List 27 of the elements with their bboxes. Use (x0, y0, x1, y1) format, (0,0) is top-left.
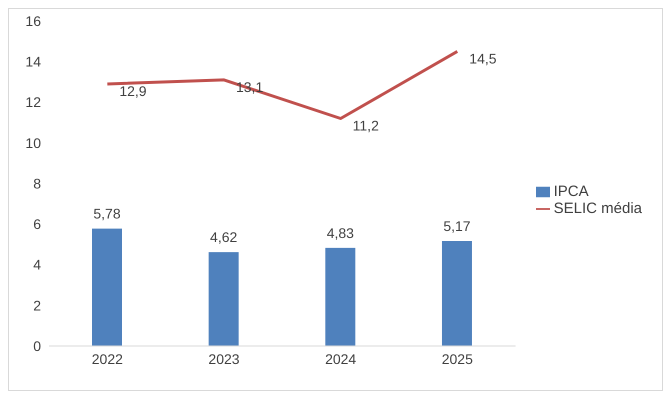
y-tick-label: 8 (33, 175, 42, 192)
data-label: 14,5 (469, 50, 497, 66)
data-label: 4,83 (326, 224, 354, 241)
data-label: 11,2 (352, 118, 380, 134)
y-tick-label: 12 (25, 94, 42, 110)
y-tick-label: 16 (25, 12, 42, 29)
y-tick-label: 6 (33, 216, 42, 232)
legend-label: SELIC média (554, 200, 642, 216)
data-label: 4,62 (210, 229, 238, 246)
legend-label: IPCA (554, 182, 589, 200)
bar (325, 248, 356, 346)
y-tick-label: 14 (25, 54, 42, 70)
x-tick-label: 2023 (208, 350, 240, 367)
data-label: 12,9 (119, 82, 147, 99)
data-label: 5,17 (443, 218, 471, 234)
data-label: 5,78 (93, 206, 121, 222)
bar (442, 240, 472, 346)
y-tick-label: 0 (33, 338, 42, 354)
y-tick-label: 2 (33, 297, 42, 314)
y-tick-label: 4 (33, 256, 42, 273)
bar (92, 228, 122, 346)
x-tick-label: 2022 (92, 350, 124, 367)
x-tick-label: 2025 (442, 350, 474, 367)
bar (208, 252, 239, 346)
x-tick-label: 2024 (325, 350, 356, 367)
y-tick-label: 10 (25, 134, 42, 151)
line-series (106, 50, 459, 120)
